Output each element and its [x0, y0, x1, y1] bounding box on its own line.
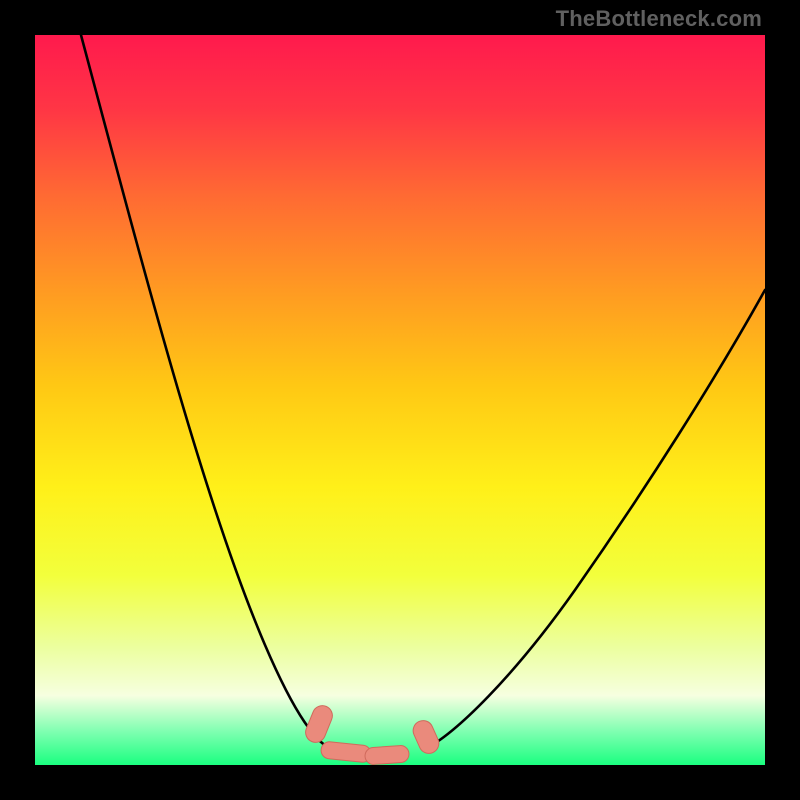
marker-capsule	[410, 717, 442, 756]
watermark-text: TheBottleneck.com	[556, 6, 762, 32]
right-curve	[423, 290, 765, 750]
marker-capsule	[320, 741, 372, 763]
bottom-markers	[303, 703, 442, 765]
marker-capsule	[364, 745, 409, 765]
plot-area	[35, 35, 765, 765]
curve-layer	[35, 35, 765, 765]
left-curve	[81, 35, 335, 751]
